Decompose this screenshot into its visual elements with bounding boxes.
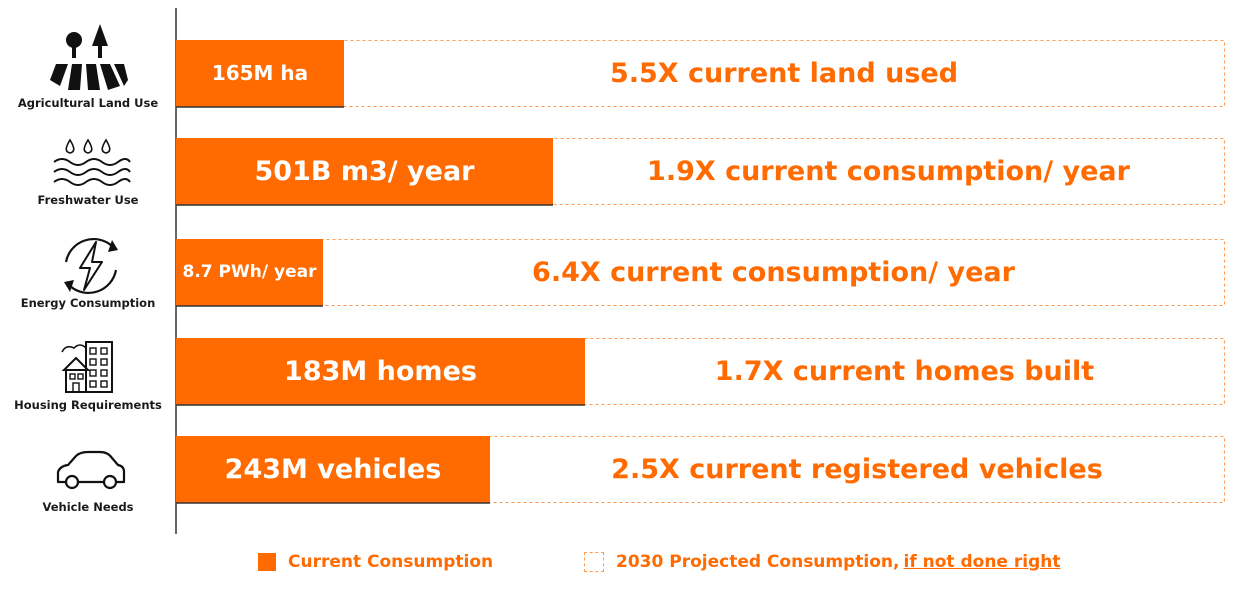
energy-cycle-icon (64, 237, 118, 295)
current-bar (176, 338, 585, 405)
projected-value-label: 1.7X current homes built (714, 355, 1095, 387)
water-drops-waves-icon (53, 138, 131, 186)
current-bar (176, 40, 344, 107)
projected-value-label: 1.9X current consumption/ year (647, 155, 1130, 187)
current-value-label: 8.7 PWh/ year (182, 261, 317, 282)
land-use-icon (50, 24, 128, 90)
category-label: Energy Consumption (20, 296, 156, 310)
projected-bar (175, 39, 1226, 108)
current-value-label: 165M ha (211, 61, 309, 85)
legend-projected-emphasis: if not done right (903, 552, 1061, 572)
current-bar (176, 138, 553, 205)
legend: Current Consumption (258, 550, 493, 574)
current-value-label: 243M vehicles (224, 453, 442, 485)
legend-projected-swatch (584, 552, 604, 572)
current-bar (176, 436, 490, 503)
projected-bar (175, 238, 1226, 307)
projected-value-label: 2.5X current registered vehicles (611, 453, 1103, 485)
legend-current-label: Current Consumption (288, 552, 494, 572)
projected-value-label: 6.4X current consumption/ year (532, 256, 1015, 288)
legend-projected: 2030 Projected Consumption, if not done … (584, 550, 1060, 574)
current-bar (176, 239, 323, 306)
car-icon (56, 450, 126, 490)
current-value-label: 183M homes (284, 355, 477, 387)
category-label: Housing Requirements (14, 398, 162, 412)
current-value-label: 501B m3/ year (254, 155, 475, 187)
legend-projected-label: 2030 Projected Consumption, (616, 552, 900, 572)
category-label: Agricultural Land Use (17, 96, 159, 110)
projected-value-label: 5.5X current land used (609, 57, 959, 89)
legend-current-swatch (258, 553, 276, 571)
category-label: Vehicle Needs (42, 500, 134, 514)
buildings-icon (61, 341, 113, 393)
category-label: Freshwater Use (37, 193, 139, 207)
